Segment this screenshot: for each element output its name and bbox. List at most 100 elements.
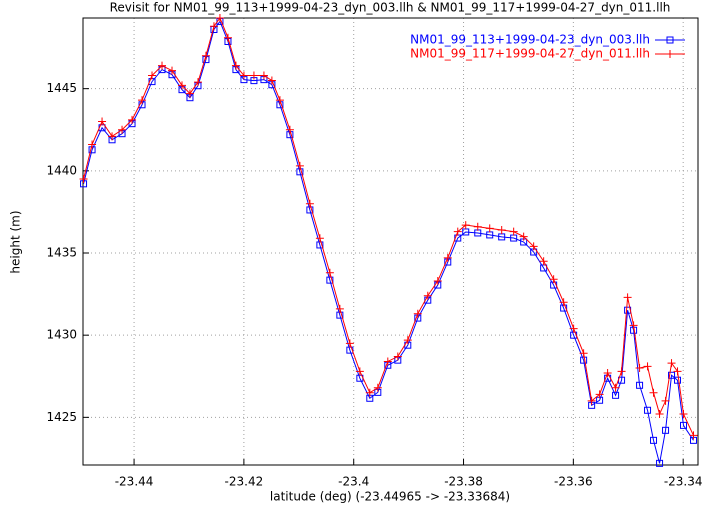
data-point — [118, 125, 127, 134]
legend-label: NM01_99_117+1999-04-27_dyn_011.llh — [410, 47, 650, 61]
data-point — [413, 309, 422, 318]
data-point — [644, 406, 652, 414]
data-point — [223, 33, 232, 42]
data-point — [275, 96, 284, 105]
data-point — [636, 381, 644, 389]
x-tick-label: -23.4 — [338, 475, 369, 489]
data-point — [215, 14, 224, 22]
data-point — [623, 293, 632, 302]
data-point — [650, 436, 658, 444]
data-point — [529, 242, 538, 251]
data-point — [259, 71, 268, 80]
data-point — [315, 234, 324, 243]
data-point — [345, 339, 354, 348]
y-tick-label: 1430 — [46, 328, 77, 342]
data-point — [201, 51, 210, 60]
y-tick-label: 1440 — [46, 163, 77, 177]
data-point — [655, 410, 664, 419]
data-point — [689, 431, 698, 440]
data-point — [617, 367, 626, 376]
data-point — [656, 459, 664, 467]
data-point — [393, 352, 402, 361]
data-point — [509, 227, 518, 236]
data-point — [249, 71, 258, 80]
x-axis-label: latitude (deg) (-23.44965 -> -23.33684) — [270, 490, 510, 504]
legend-marker — [666, 36, 674, 44]
data-point — [539, 257, 548, 266]
series-line — [83, 16, 694, 436]
data-point — [680, 421, 688, 429]
x-tick-label: -23.42 — [225, 475, 264, 489]
data-point — [461, 221, 470, 230]
data-point — [668, 371, 676, 379]
x-tick-label: -23.44 — [115, 475, 154, 489]
data-point — [443, 253, 452, 262]
data-point — [178, 81, 187, 90]
data-point — [138, 96, 147, 105]
data-point — [325, 268, 334, 277]
data-point — [148, 71, 157, 80]
data-point — [98, 117, 107, 126]
data-point — [519, 232, 528, 241]
data-point — [88, 140, 97, 149]
x-tick-label: -23.34 — [664, 475, 703, 489]
data-point — [158, 61, 167, 70]
legend-marker — [666, 50, 674, 58]
data-point — [473, 222, 482, 231]
data-point — [433, 276, 442, 285]
data-point — [383, 357, 392, 366]
data-point — [559, 298, 568, 307]
chart-title: Revisit for NM01_99_113+1999-04-23_dyn_0… — [110, 1, 671, 15]
data-point — [673, 367, 682, 376]
data-point — [365, 388, 374, 397]
data-point — [453, 227, 462, 236]
data-point — [267, 76, 276, 85]
data-point — [285, 125, 294, 134]
data-point — [667, 359, 676, 368]
data-point — [587, 396, 596, 405]
data-point — [231, 61, 240, 70]
data-point — [611, 383, 620, 392]
y-tick-label: 1425 — [46, 410, 77, 424]
data-point — [335, 304, 344, 313]
data-point — [603, 368, 612, 377]
data-point — [185, 89, 194, 98]
x-tick-label: -23.38 — [444, 475, 483, 489]
data-point — [612, 391, 620, 399]
data-point — [209, 22, 218, 31]
data-point — [595, 390, 604, 399]
data-point — [128, 115, 137, 124]
data-point — [108, 132, 117, 141]
data-point — [649, 388, 658, 397]
legend-label: NM01_99_113+1999-04-23_dyn_003.llh — [410, 33, 650, 47]
plot-frame — [82, 17, 699, 466]
data-point — [674, 376, 682, 384]
data-point — [629, 321, 638, 330]
data-point — [635, 364, 644, 373]
data-point — [168, 66, 177, 75]
data-point — [661, 396, 670, 405]
data-point — [423, 291, 432, 300]
y-tick-label: 1445 — [46, 81, 77, 95]
data-point — [79, 175, 88, 184]
y-tick-label: 1435 — [46, 246, 77, 260]
data-point — [355, 367, 364, 376]
data-point — [485, 224, 494, 233]
data-point — [373, 383, 382, 392]
data-point — [403, 336, 412, 345]
data-point — [549, 275, 558, 284]
data-point — [579, 349, 588, 358]
data-point — [497, 225, 506, 234]
data-point — [239, 71, 248, 80]
data-point — [679, 410, 688, 419]
data-point — [662, 426, 670, 434]
data-point — [295, 161, 304, 170]
data-point — [643, 362, 652, 371]
y-axis-label: height (m) — [9, 210, 23, 273]
data-point — [326, 276, 334, 284]
data-point — [305, 199, 314, 208]
data-point — [569, 324, 578, 333]
x-tick-label: -23.36 — [554, 475, 593, 489]
data-point — [193, 78, 202, 87]
